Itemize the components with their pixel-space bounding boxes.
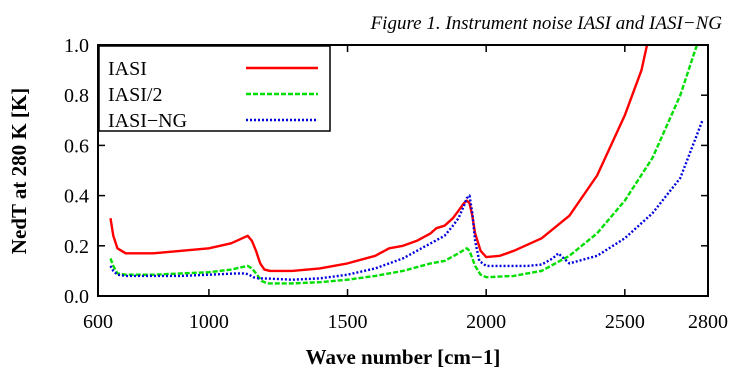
series-line-0 [109, 44, 649, 273]
legend-label-0: IASI [108, 58, 147, 80]
plot-frame [97, 44, 709, 297]
y-tick-label-0: 0.0 [64, 286, 89, 308]
x-tick-label-3: 2000 [466, 311, 506, 333]
y-tick-label-3: 0.6 [64, 135, 89, 157]
legend-box [98, 45, 331, 132]
legend: IASI IASI/2 IASI−NG [98, 45, 331, 132]
y-axis-label: NedT at 280 K [K] [7, 88, 31, 254]
series-line-1 [109, 44, 699, 285]
y-tick-label-4: 0.8 [64, 85, 89, 107]
chart-title: Figure 1. Instrument noise IASI and IASI… [370, 13, 723, 34]
y-tick-label-2: 0.4 [64, 186, 89, 208]
x-tick-label-4: 2500 [605, 311, 645, 333]
series-line-2 [109, 119, 704, 281]
x-tick-label-2: 1500 [328, 311, 368, 333]
x-tick-label-1: 1000 [189, 311, 229, 333]
x-axis: 600 1000 1500 2000 2500 2800 [83, 45, 728, 333]
y-tick-label-5: 1.0 [64, 35, 89, 57]
plot-lines [109, 44, 704, 285]
x-tick-label-5: 2800 [688, 311, 728, 333]
x-tick-label-0: 600 [83, 311, 113, 333]
y-axis: 0.0 0.2 0.4 0.6 0.8 1.0 [64, 35, 708, 308]
legend-label-2: IASI−NG [108, 110, 187, 132]
x-axis-label: Wave number [cm−1] [306, 345, 501, 369]
legend-label-1: IASI/2 [108, 84, 162, 106]
y-tick-label-1: 0.2 [64, 236, 89, 258]
